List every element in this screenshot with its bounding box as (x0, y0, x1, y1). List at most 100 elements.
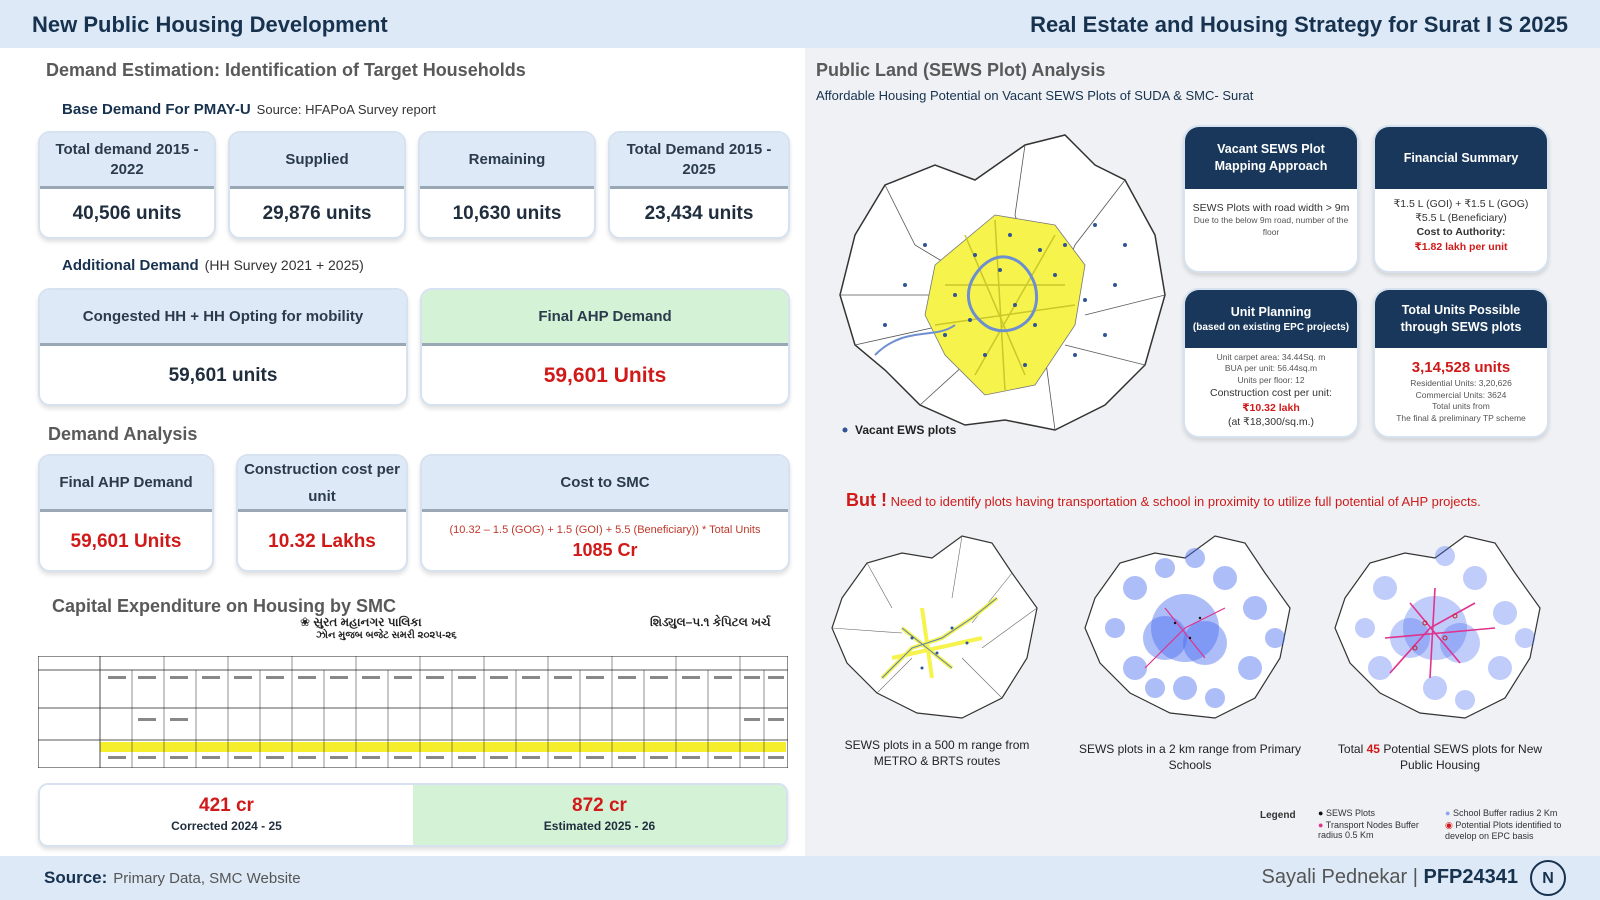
source-note: Source: Primary Data, SMC Website (44, 868, 301, 888)
but-word: But ! (846, 490, 887, 510)
page-title: New Public Housing Development (32, 12, 388, 37)
fin-line-4: ₹1.82 lakh per unit (1414, 240, 1508, 253)
legend-item-sews: ● SEWS Plots (1318, 808, 1375, 818)
card-head: Congested HH + HH Opting for mobility (40, 290, 406, 346)
header-bar: New Public Housing Development Real Esta… (0, 0, 1600, 48)
total-tiny-1: Residential Units: 3,20,626 (1410, 378, 1512, 389)
card-body: 3,14,528 units Residential Units: 3,20,6… (1375, 348, 1547, 430)
unit-line-1: Construction cost per unit: (1210, 387, 1332, 400)
legend-item-transport: ● Transport Nodes Buffer radius 0.5 Km (1318, 820, 1438, 840)
capex-corrected-value: 421 cr (199, 795, 254, 816)
base-demand-label: Base Demand For PMAY-U (62, 101, 251, 118)
total-tiny-2: Commercial Units: 3624 (1415, 389, 1507, 400)
total-tiny-4: The final & preliminary TP scheme (1396, 412, 1526, 423)
card-head: Construction cost per unit (238, 456, 406, 512)
card-head: Remaining (420, 133, 594, 189)
card-body: ₹1.5 L (GOI) + ₹1.5 L (GOG) ₹5.5 L (Bene… (1375, 189, 1547, 260)
map1-label: SEWS plots in a 500 m range from METRO &… (844, 738, 1030, 768)
map2-label: SEWS plots in a 2 km range from Primary … (1078, 742, 1302, 772)
base-demand-source: Source: HFAPoA Survey report (256, 102, 436, 117)
source-label: Source: (44, 868, 108, 887)
unit-planning-card: Unit Planning (based on existing EPC pro… (1183, 288, 1359, 438)
pink-dot-icon: ● (1318, 820, 1324, 830)
fin-line-1: ₹1.5 L (GOI) + ₹1.5 L (GOG) (1393, 198, 1529, 210)
card-head: Unit Planning (based on existing EPC pro… (1185, 290, 1357, 348)
card-body: SEWS Plots with road width > 9m Due to t… (1185, 189, 1357, 244)
legend-label: SEWS Plots (1325, 808, 1375, 818)
table-org-name: સુરત મહાનગર પાલિકા (313, 615, 422, 629)
analysis-final-ahp-card: Final AHP Demand 59,601 Units (38, 454, 214, 572)
but-note: But ! Need to identify plots having tran… (846, 490, 1481, 511)
card-value: 59,601 Units (70, 531, 182, 552)
card-value: 29,876 units (262, 203, 372, 224)
card-head: Total Demand 2015 - 2025 (610, 133, 788, 189)
map3-label-count: 45 (1366, 742, 1380, 756)
surat-sews-map (839, 134, 1166, 433)
fin-line-2: ₹5.5 L (Beneficiary) (1415, 212, 1507, 225)
maps-legend: Legend ● SEWS Plots ● Transport Nodes Bu… (1260, 806, 1590, 850)
card-body: (10.32 – 1.5 (GOG) + 1.5 (GOI) + 5.5 (Be… (422, 514, 788, 570)
unit-line-2: ₹10.32 lakh (1242, 401, 1300, 414)
blue-dot-icon: ● (1445, 808, 1451, 818)
north-arrow-icon: N (1530, 860, 1566, 896)
but-text: Need to identify plots having transporta… (890, 494, 1481, 509)
table-schedule-title: શિડ્યુલ–૫.૧ કેપિટલ ખર્ચ (650, 615, 771, 629)
map3-label: Total 45 Potential SEWS plots for New Pu… (1325, 742, 1555, 773)
card-head-note: (based on existing EPC projects) (1192, 321, 1350, 333)
card-head: Vacant SEWS Plot Mapping Approach (1185, 127, 1357, 189)
footer-bar: Source: Primary Data, SMC Website Sayali … (0, 856, 1600, 900)
capex-summary: 421 cr Corrected 2024 - 25 872 cr Estima… (38, 783, 788, 847)
card-value: 40,506 units (72, 203, 182, 224)
capex-estimated-value: 872 cr (572, 795, 627, 816)
capex-title: Capital Expenditure on Housing by SMC (52, 596, 397, 616)
capex-estimated: 872 cr Estimated 2025 - 26 (413, 785, 786, 845)
mapping-approach-card: Vacant SEWS Plot Mapping Approach SEWS P… (1183, 125, 1359, 273)
table-subtitle: ઝોન મુજબ બજેટ સમરી ૨૦૨૫-૨૬ (316, 630, 457, 641)
mapping-note: Due to the below 9m road, number of the … (1193, 215, 1349, 237)
card-head: Final AHP Demand (40, 456, 212, 512)
construction-cost-card: Construction cost per unit 10.32 Lakhs (236, 454, 408, 572)
legend-item-school: ● School Buffer radius 2 Km (1445, 808, 1557, 818)
card-value: 10,630 units (452, 203, 562, 224)
fin-line-3: Cost to Authority: (1416, 226, 1506, 239)
card-head: Total demand 2015 - 2022 (40, 133, 214, 189)
unit-tiny-3: Units per floor: 12 (1237, 374, 1305, 385)
legend-item-potential: ◉ Potential Plots identified to develop … (1445, 820, 1575, 841)
total-demand-2015-2025-card: Total Demand 2015 - 2025 23,434 units (608, 131, 790, 239)
emblem-icon: ❀ (300, 615, 314, 629)
card-head: Supplied (230, 133, 404, 189)
card-head: Final AHP Demand (422, 290, 788, 346)
public-land-title: Public Land (SEWS Plot) Analysis (816, 60, 1106, 80)
capex-corrected-label: Corrected 2024 - 25 (171, 819, 282, 833)
legend-label: Transport Nodes Buffer radius 0.5 Km (1318, 820, 1419, 840)
card-head: Financial Summary (1375, 127, 1547, 189)
demand-analysis-title: Demand Analysis (48, 424, 198, 444)
total-demand-2015-2022-card: Total demand 2015 - 2022 40,506 units (38, 131, 216, 239)
unit-tiny-2: BUA per unit: 56.44sq.m (1224, 363, 1318, 374)
potential-plots-map (1334, 535, 1541, 719)
card-value: 59,601 units (168, 365, 278, 386)
supplied-card: Supplied 29,876 units (228, 131, 406, 239)
base-demand-title: Base Demand For PMAY-U Source: HFAPoA Sur… (62, 101, 436, 118)
total-units-card: Total Units Possible through SEWS plots … (1373, 288, 1549, 438)
total-units-value: 3,14,528 units (1411, 359, 1511, 376)
author-name: Sayali Pednekar (1261, 866, 1408, 888)
card-value: 59,601 Units (543, 364, 667, 387)
card-body: Unit carpet area: 34.44Sq. m BUA per uni… (1185, 348, 1357, 435)
card-head: Total Units Possible through SEWS plots (1375, 290, 1547, 348)
card-head: Cost to SMC (422, 456, 788, 512)
red-ring-icon: ◉ (1445, 820, 1453, 830)
black-dot-icon: ● (1318, 808, 1324, 818)
schools-map (1084, 535, 1291, 719)
financial-summary-card: Financial Summary ₹1.5 L (GOI) + ₹1.5 L … (1373, 125, 1549, 273)
author-credit: Sayali Pednekar | PFP24341 (1261, 866, 1518, 888)
source-value: Primary Data, SMC Website (113, 870, 301, 887)
total-tiny-3: Total units from (1432, 401, 1490, 412)
report-title: Real Estate and Housing Strategy for Sur… (1030, 12, 1568, 37)
legend-label: School Buffer radius 2 Km (1452, 808, 1558, 818)
map3-label-pre: Total (1337, 742, 1364, 756)
table-org-title: ❀ સુરત મહાનગર પાલિકા ઝોન મુજબ બજેટ સમરી … (300, 615, 457, 641)
card-value: 10.32 Lakhs (268, 531, 376, 552)
mapping-rule: SEWS Plots with road width > 9m (1192, 202, 1350, 214)
unit-tiny-1: Unit carpet area: 34.44Sq. m (1216, 352, 1326, 362)
